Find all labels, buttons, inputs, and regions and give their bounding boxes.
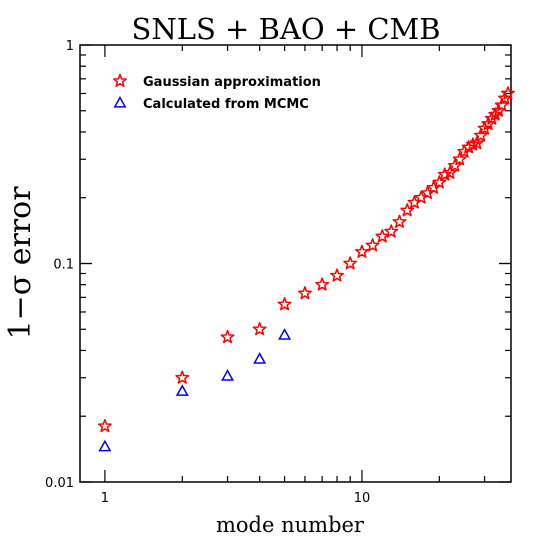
axis-ticks: 1 10 0.01 0.1 1 (45, 39, 511, 506)
gaussian-point (448, 158, 462, 172)
legend-triangle-icon (113, 95, 127, 108)
mcmc-point (278, 328, 292, 340)
legend: Gaussian approximation Calculated from MC… (113, 73, 321, 112)
gaussian-point (392, 214, 407, 228)
chart-title: SNLS + BAO + CMB (131, 12, 440, 46)
mcmc-point (253, 352, 267, 364)
y-tick-label: 1 (66, 39, 74, 54)
y-axis-label: 1−σ error (3, 186, 38, 340)
gaussian-point (443, 165, 457, 179)
legend-star-icon (113, 73, 127, 88)
gaussian-point (175, 370, 190, 384)
gaussian-point (220, 329, 235, 344)
gaussian-point (473, 128, 488, 142)
gaussian-point (277, 297, 292, 311)
data-points (97, 86, 515, 452)
gaussian-point (407, 195, 422, 209)
gaussian-point (355, 244, 369, 258)
gaussian-point (97, 418, 112, 433)
gaussian-point (477, 121, 492, 135)
x-axis-label: mode number (216, 513, 365, 537)
legend-label: Calculated from MCMC (143, 97, 309, 112)
gaussian-point (315, 277, 330, 291)
gaussian-point (414, 190, 429, 204)
gaussian-point (469, 136, 484, 150)
y-tick-label: 0.1 (53, 258, 74, 273)
gaussian-point (298, 286, 312, 300)
mcmc-point (175, 384, 189, 396)
gaussian-point (252, 322, 267, 336)
x-tick-label: 1 (101, 491, 109, 506)
gaussian-point (330, 268, 344, 282)
gaussian-point (343, 256, 358, 270)
mcmc-point (221, 369, 235, 381)
gaussian-point (494, 98, 509, 112)
gaussian-point (452, 152, 467, 166)
gaussian-point (501, 86, 515, 100)
gaussian-point (488, 107, 503, 121)
gaussian-point (375, 229, 390, 243)
gaussian-point (365, 238, 380, 252)
x-tick-label: 10 (354, 491, 371, 506)
gaussian-point (384, 224, 399, 238)
mcmc-point (98, 439, 112, 452)
y-tick-label: 0.01 (45, 476, 74, 491)
gaussian-point (400, 203, 415, 217)
gaussian-point (498, 91, 512, 105)
gaussian-point (437, 167, 452, 181)
gaussian-point (484, 111, 499, 125)
legend-label: Gaussian approximation (143, 75, 321, 90)
gaussian-point (432, 175, 447, 189)
